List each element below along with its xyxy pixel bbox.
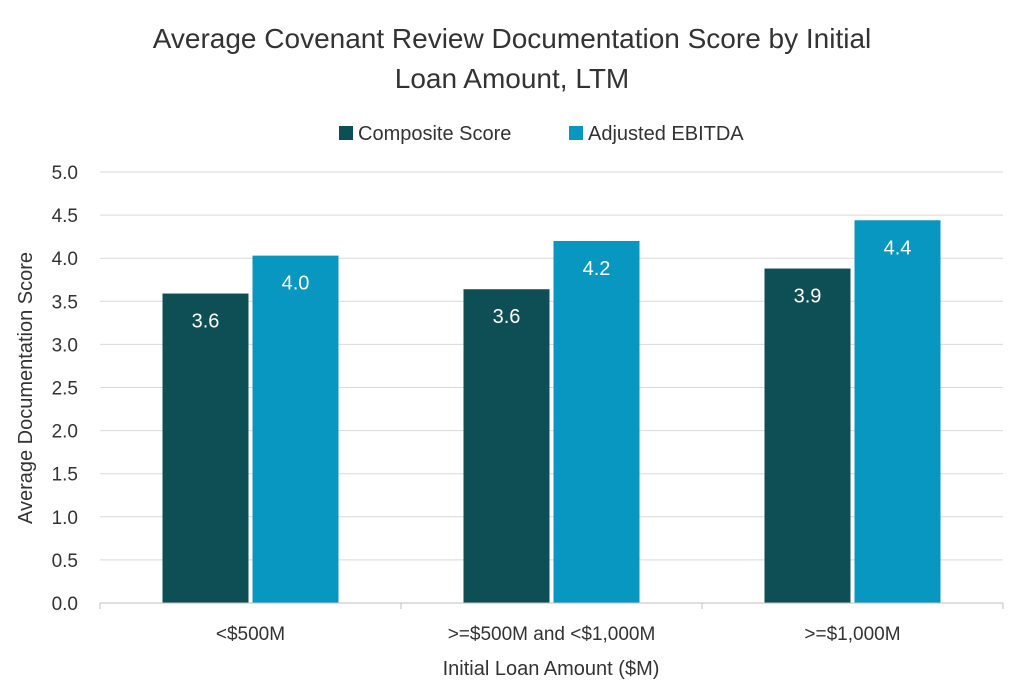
legend-swatch-composite-score: [339, 126, 353, 140]
y-tick-label: 4.5: [52, 206, 78, 227]
bar-adjusted-ebitda: [553, 240, 640, 603]
x-axis: <$500M >=$500M and <$1,000M >=$1,000M: [99, 602, 1004, 645]
y-tick-label: 3.0: [52, 335, 78, 356]
y-axis-ticks: 0.0 0.5 1.0 1.5 2.0 2.5 3.0 3.5 4.0 4.5 5.0: [52, 163, 78, 615]
chart-title-line-2: Loan Amount, LTM: [395, 63, 630, 94]
legend-label-adjusted-ebitda: Adjusted EBITDA: [588, 123, 744, 145]
y-tick-label: 0.5: [52, 551, 78, 572]
y-tick-label: 0.0: [52, 594, 78, 615]
chart-title-line-1: Average Covenant Review Documentation Sc…: [153, 23, 872, 54]
y-tick-label: 2.0: [52, 422, 78, 443]
bar-adjusted-ebitda: [854, 220, 941, 603]
data-label: 4.2: [583, 258, 611, 280]
legend: Composite Score Adjusted EBITDA: [339, 123, 744, 145]
data-label: 3.6: [192, 311, 220, 333]
bar-composite-score: [463, 289, 550, 603]
legend-label-composite-score: Composite Score: [358, 123, 511, 145]
data-labels: 3.6 4.0 3.6 4.2 3.9 4.4: [192, 237, 912, 332]
x-tick-label: <$500M: [216, 624, 285, 645]
x-axis-label: Initial Loan Amount ($M): [443, 658, 660, 680]
x-tick-label: >=$500M and <$1,000M: [448, 624, 656, 645]
y-tick-label: 1.0: [52, 508, 78, 529]
gridlines: [100, 171, 1003, 561]
x-tick-label: >=$1,000M: [804, 624, 900, 645]
y-tick-label: 5.0: [52, 163, 78, 184]
y-tick-label: 2.5: [52, 379, 78, 400]
legend-swatch-adjusted-ebitda: [569, 126, 583, 140]
bar-composite-score: [162, 293, 249, 603]
data-label: 4.0: [282, 273, 310, 295]
y-tick-label: 1.5: [52, 465, 78, 486]
bars: [162, 220, 941, 603]
y-axis-label: Average Documentation Score: [15, 252, 37, 524]
y-tick-label: 3.5: [52, 292, 78, 313]
bar-adjusted-ebitda: [252, 255, 339, 603]
data-label: 4.4: [884, 237, 912, 259]
bar-composite-score: [764, 268, 851, 603]
data-label: 3.9: [794, 286, 822, 308]
data-label: 3.6: [493, 306, 521, 328]
y-tick-label: 4.0: [52, 249, 78, 270]
